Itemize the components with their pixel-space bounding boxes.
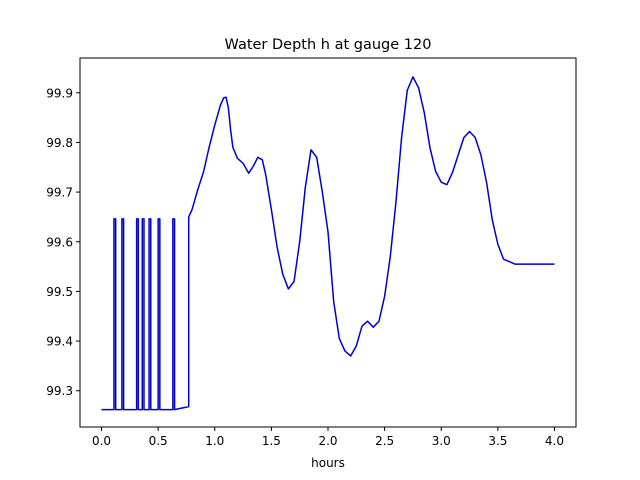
x-tick-label: 1.0 <box>205 434 224 448</box>
y-tick-label: 99.8 <box>46 136 73 150</box>
x-tick-label: 3.5 <box>488 434 507 448</box>
x-axis-label: hours <box>311 456 345 470</box>
y-tick-label: 99.9 <box>46 86 73 100</box>
x-tick-label: 1.5 <box>262 434 281 448</box>
series-line-0 <box>101 76 555 411</box>
x-tick-label: 4.0 <box>545 434 564 448</box>
x-tick-label: 2.5 <box>375 434 394 448</box>
y-tick-label: 99.7 <box>46 186 73 200</box>
x-tick-label: 0.0 <box>92 434 111 448</box>
y-tick-label: 99.4 <box>46 335 73 349</box>
y-tick-label: 99.3 <box>46 384 73 398</box>
x-tick-label: 3.0 <box>432 434 451 448</box>
x-tick-label: 0.5 <box>149 434 168 448</box>
y-tick-label: 99.5 <box>46 285 73 299</box>
y-axis: 99.3 99.4 99.5 99.6 99.7 99.8 99.9 <box>46 86 80 398</box>
series-line-layer <box>101 76 555 411</box>
x-axis: 0.0 0.5 1.0 1.5 2.0 2.5 3.0 3.5 4.0 <box>92 427 564 448</box>
y-tick-label: 99.6 <box>46 235 73 249</box>
x-tick-label: 2.0 <box>318 434 337 448</box>
chart-title: Water Depth h at gauge 120 <box>225 37 432 53</box>
plot-area-frame <box>79 57 577 428</box>
